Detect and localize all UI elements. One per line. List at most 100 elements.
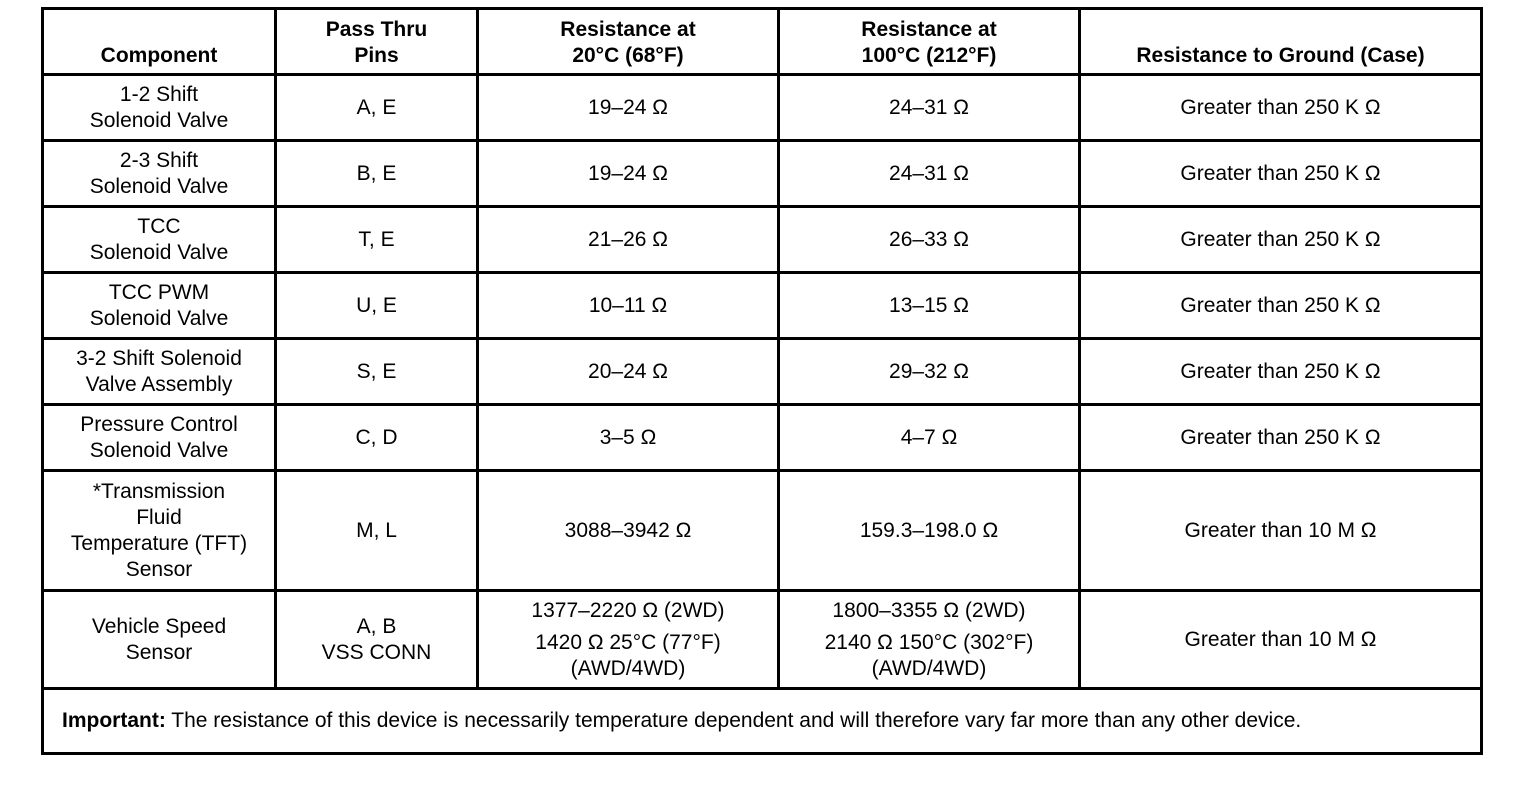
cell-text: 3-2 Shift Solenoid bbox=[76, 346, 242, 370]
cell-pins: C, D bbox=[274, 403, 479, 472]
cell-r100: 24–31 Ω bbox=[777, 139, 1081, 208]
cell-text: C, D bbox=[355, 425, 398, 449]
important-note: Important: The resistance of this device… bbox=[41, 687, 1483, 755]
header-text: 20°C (68°F) bbox=[572, 44, 684, 67]
cell-text: TCC PWM bbox=[108, 280, 210, 304]
cell-component: 2-3 Shift Solenoid Valve bbox=[41, 139, 277, 208]
cell-text: M, L bbox=[356, 518, 397, 542]
cell-text: Fluid bbox=[136, 505, 182, 529]
header-row: Component Pass Thru Pins Resistance at 20°… bbox=[41, 7, 1483, 76]
cell-r100: 159.3–198.0 Ω bbox=[777, 469, 1081, 592]
cell-text: (AWD/4WD) bbox=[570, 656, 686, 680]
cell-r20: 20–24 Ω bbox=[476, 337, 780, 406]
cell-text: (AWD/4WD) bbox=[871, 656, 987, 680]
cell-pins: B, E bbox=[274, 139, 479, 208]
cell-component: Vehicle Speed Sensor bbox=[41, 589, 277, 690]
cell-text: *Transmission bbox=[92, 479, 226, 503]
cell-r100: 24–31 Ω bbox=[777, 73, 1081, 142]
cell-text: Solenoid Valve bbox=[89, 174, 229, 198]
cell-text: 1800–3355 Ω (2WD) bbox=[832, 598, 1026, 622]
cell-text: Solenoid Valve bbox=[89, 438, 229, 462]
header-text: 100°C (212°F) bbox=[861, 44, 997, 67]
table-row: *Transmission Fluid Temperature (TFT) Senso… bbox=[41, 469, 1483, 592]
header-component: Component bbox=[41, 7, 277, 76]
cell-r20: 19–24 Ω bbox=[476, 139, 780, 208]
cell-text: Pressure Control bbox=[80, 412, 238, 436]
cell-ground: Greater than 250 K Ω bbox=[1078, 73, 1483, 142]
cell-text: VSS CONN bbox=[321, 640, 432, 664]
cell-ground: Greater than 250 K Ω bbox=[1078, 403, 1483, 472]
cell-text: A, E bbox=[356, 95, 397, 119]
header-text: Resistance at bbox=[861, 18, 997, 41]
cell-text: B, E bbox=[356, 161, 397, 185]
header-text: Resistance to Ground (Case) bbox=[1136, 44, 1425, 67]
cell-ground: Greater than 10 M Ω bbox=[1078, 589, 1483, 690]
cell-text: 1-2 Shift bbox=[119, 82, 199, 106]
cell-text: 2-3 Shift bbox=[119, 148, 199, 172]
cell-text: 2140 Ω 150°C (302°F) bbox=[824, 630, 1034, 654]
cell-r100: 29–32 Ω bbox=[777, 337, 1081, 406]
solenoid-resistance-table: Component Pass Thru Pins Resistance at 20°… bbox=[41, 7, 1483, 755]
cell-component: Pressure Control Solenoid Valve bbox=[41, 403, 277, 472]
table-row: TCC Solenoid Valve T, E 21–26 Ω 26–33 Ω Great… bbox=[41, 205, 1483, 274]
header-text: Pass Thru bbox=[325, 18, 428, 41]
cell-r20: 10–11 Ω bbox=[476, 271, 780, 340]
cell-text: Valve Assembly bbox=[85, 372, 233, 396]
cell-text: Vehicle Speed bbox=[91, 614, 227, 638]
cell-text: TCC bbox=[137, 214, 181, 238]
cell-component: 1-2 Shift Solenoid Valve bbox=[41, 73, 277, 142]
cell-text: Sensor bbox=[125, 557, 193, 581]
cell-component: TCC Solenoid Valve bbox=[41, 205, 277, 274]
cell-pins: M, L bbox=[274, 469, 479, 592]
note-row: Important: The resistance of this device… bbox=[41, 687, 1483, 755]
header-text: Pins bbox=[354, 44, 399, 67]
cell-text: Solenoid Valve bbox=[89, 306, 229, 330]
cell-r100: 4–7 Ω bbox=[777, 403, 1081, 472]
cell-ground: Greater than 10 M Ω bbox=[1078, 469, 1483, 592]
cell-pins: A, B VSS CONN bbox=[274, 589, 479, 690]
note-label: Important: bbox=[62, 709, 166, 732]
cell-pins: T, E bbox=[274, 205, 479, 274]
cell-text: U, E bbox=[356, 293, 397, 317]
cell-r100: 1800–3355 Ω (2WD) 2140 Ω 150°C (302°F) (AW… bbox=[777, 589, 1081, 690]
cell-text: S, E bbox=[356, 359, 397, 383]
cell-text: A, B bbox=[356, 614, 397, 638]
cell-r100: 26–33 Ω bbox=[777, 205, 1081, 274]
cell-text: 1420 Ω 25°C (77°F) bbox=[535, 630, 721, 654]
cell-pins: S, E bbox=[274, 337, 479, 406]
cell-r20: 3–5 Ω bbox=[476, 403, 780, 472]
cell-r20: 1377–2220 Ω (2WD) 1420 Ω 25°C (77°F) (AWD/… bbox=[476, 589, 780, 690]
cell-pins: U, E bbox=[274, 271, 479, 340]
header-text: Component bbox=[100, 44, 218, 67]
table-row-vss: Vehicle Speed Sensor A, B VSS CONN 1377–22… bbox=[41, 589, 1483, 690]
cell-text: Solenoid Valve bbox=[89, 108, 229, 132]
cell-text: Solenoid Valve bbox=[89, 240, 229, 264]
cell-text: Sensor bbox=[125, 640, 193, 664]
cell-r20: 19–24 Ω bbox=[476, 73, 780, 142]
cell-ground: Greater than 250 K Ω bbox=[1078, 337, 1483, 406]
table-row: 1-2 Shift Solenoid Valve A, E 19–24 Ω 24–31 … bbox=[41, 73, 1483, 142]
header-ground: Resistance to Ground (Case) bbox=[1078, 7, 1483, 76]
cell-component: TCC PWM Solenoid Valve bbox=[41, 271, 277, 340]
cell-ground: Greater than 250 K Ω bbox=[1078, 271, 1483, 340]
cell-text: T, E bbox=[358, 227, 395, 251]
cell-pins: A, E bbox=[274, 73, 479, 142]
cell-r100: 13–15 Ω bbox=[777, 271, 1081, 340]
header-r100: Resistance at 100°C (212°F) bbox=[777, 7, 1081, 76]
cell-r20: 21–26 Ω bbox=[476, 205, 780, 274]
header-pins: Pass Thru Pins bbox=[274, 7, 479, 76]
cell-text: Temperature (TFT) bbox=[70, 531, 248, 555]
table-row: 3-2 Shift Solenoid Valve Assembly S, E 20–2… bbox=[41, 337, 1483, 406]
cell-component: *Transmission Fluid Temperature (TFT) Senso… bbox=[41, 469, 277, 592]
table-row: 2-3 Shift Solenoid Valve B, E 19–24 Ω 24–31 … bbox=[41, 139, 1483, 208]
cell-ground: Greater than 250 K Ω bbox=[1078, 205, 1483, 274]
cell-ground: Greater than 250 K Ω bbox=[1078, 139, 1483, 208]
header-r20: Resistance at 20°C (68°F) bbox=[476, 7, 780, 76]
cell-component: 3-2 Shift Solenoid Valve Assembly bbox=[41, 337, 277, 406]
note-text: The resistance of this device is necessa… bbox=[165, 709, 1302, 732]
header-text: Resistance at bbox=[560, 18, 696, 41]
cell-r20: 3088–3942 Ω bbox=[476, 469, 780, 592]
cell-text: 1377–2220 Ω (2WD) bbox=[531, 598, 725, 622]
